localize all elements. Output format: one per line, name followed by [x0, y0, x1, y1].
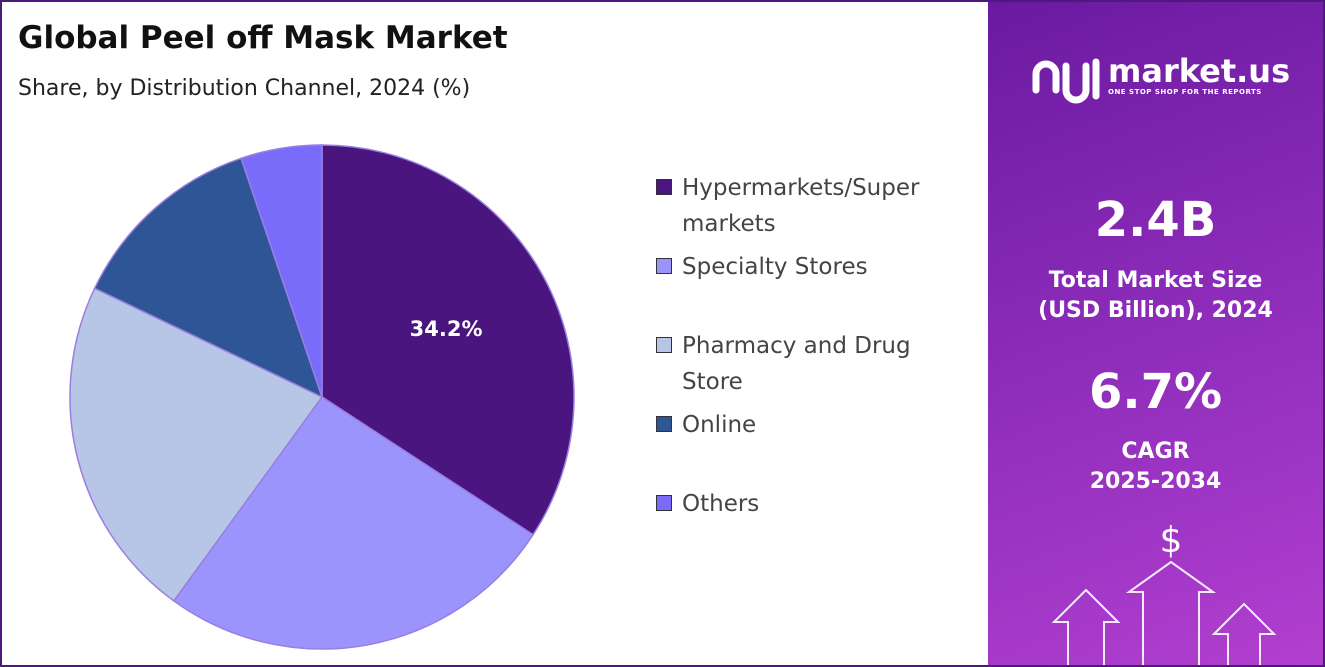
dollar-icon: $: [1160, 520, 1183, 561]
legend-item: Online: [656, 407, 956, 443]
tagline: ONE STOP SHOP FOR THE REPORTS: [1108, 88, 1262, 96]
legend-swatch: [656, 179, 672, 195]
chart-title: Global Peel off Mask Market: [18, 20, 508, 56]
legend-swatch: [656, 495, 672, 511]
pie-chart: 34.2%: [69, 144, 575, 650]
legend-label: Hypermarkets/Super markets: [682, 175, 920, 237]
legend-label: Specialty Stores: [682, 254, 868, 280]
legend-label: Others: [682, 491, 760, 517]
pie-slice: [93, 157, 324, 399]
pie-slice: [172, 395, 535, 650]
legend-swatch: [656, 416, 672, 432]
legend-label: Online: [682, 412, 757, 438]
legend-swatch: [656, 337, 672, 353]
data-label: 34.2%: [410, 317, 483, 341]
chart-subtitle: Share, by Distribution Channel, 2024 (%): [18, 76, 471, 101]
pie-slice: [69, 287, 324, 602]
market-size-label: Total Market Size (USD Billion), 2024: [1038, 268, 1273, 323]
legend-item: Pharmacy and Drug Store: [656, 328, 956, 400]
info-panel: $ market.us ONE STOP SHOP FOR THE REPORT…: [988, 2, 1323, 665]
panel-graphics: $: [1032, 58, 1277, 665]
legend-label: Pharmacy and Drug Store: [682, 333, 911, 395]
brand: market.us: [1108, 52, 1291, 90]
market-size: 2.4B: [1094, 192, 1217, 248]
cagr-period: 2025-2034: [1089, 469, 1222, 494]
legend-item: Others: [656, 486, 956, 522]
legend-item: Hypermarkets/Super markets: [656, 170, 956, 242]
legend-swatch: [656, 258, 672, 274]
arrows: [1051, 560, 1277, 665]
legend-item: Specialty Stores: [656, 249, 956, 285]
pie-slice: [240, 144, 323, 398]
cagr: 6.7%: [1088, 364, 1223, 420]
cagr-label: CAGR: [1121, 439, 1190, 464]
logo-icon: [1032, 58, 1100, 104]
